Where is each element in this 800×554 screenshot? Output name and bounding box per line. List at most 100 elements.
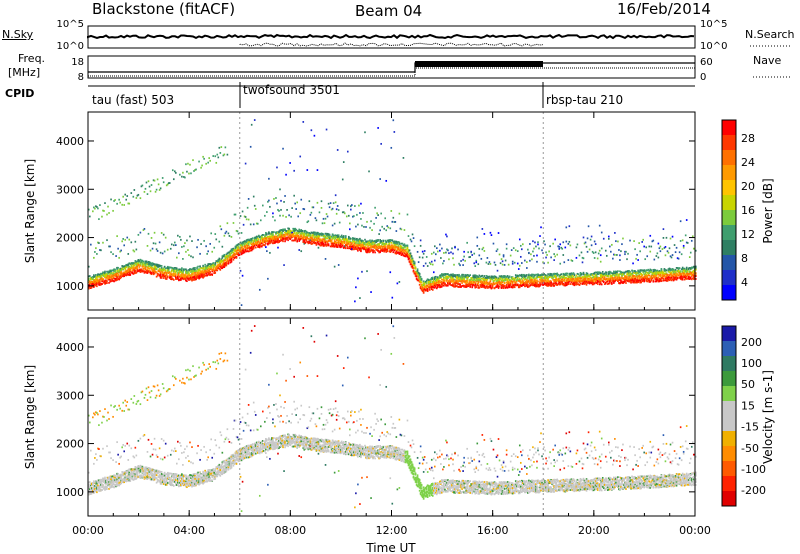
power-point bbox=[225, 146, 227, 148]
power-point bbox=[228, 263, 230, 265]
power-point bbox=[449, 279, 451, 281]
power-point bbox=[537, 243, 539, 245]
power-point bbox=[434, 260, 436, 262]
power-point bbox=[112, 253, 114, 255]
power-point bbox=[165, 237, 167, 239]
power-point bbox=[220, 263, 222, 265]
power-point bbox=[373, 223, 375, 225]
power-point bbox=[212, 267, 214, 269]
power-point bbox=[148, 233, 150, 235]
power-point bbox=[268, 200, 270, 202]
power-point bbox=[231, 236, 233, 238]
power-point bbox=[440, 257, 442, 259]
power-point bbox=[540, 226, 542, 228]
power-point bbox=[470, 251, 472, 253]
nave-dense-block bbox=[415, 61, 543, 67]
power-point bbox=[329, 206, 331, 208]
power-point bbox=[298, 249, 300, 251]
power-point bbox=[283, 264, 285, 266]
power-point bbox=[181, 176, 183, 178]
power-point bbox=[361, 271, 363, 273]
power-point bbox=[266, 211, 268, 213]
nsearch-trace bbox=[240, 43, 543, 46]
power-point bbox=[517, 250, 519, 252]
power-point bbox=[194, 267, 196, 269]
power-point bbox=[446, 236, 448, 238]
power-point bbox=[342, 179, 344, 181]
power-point bbox=[98, 242, 100, 244]
power-point bbox=[563, 261, 565, 263]
power-point bbox=[211, 274, 213, 276]
power-point bbox=[364, 131, 366, 133]
power-point bbox=[528, 252, 530, 254]
power-point bbox=[106, 282, 108, 284]
power-point bbox=[186, 171, 188, 173]
power-point bbox=[379, 178, 381, 180]
power-point bbox=[476, 245, 478, 247]
power-point bbox=[539, 235, 541, 237]
power-point bbox=[214, 272, 216, 274]
power-point bbox=[284, 240, 286, 242]
power-point bbox=[407, 214, 409, 216]
power-point bbox=[347, 151, 349, 153]
power-point bbox=[136, 249, 138, 251]
power-point bbox=[212, 155, 214, 157]
power-point bbox=[344, 241, 346, 243]
power-point bbox=[97, 279, 99, 281]
nsky-tick-top: 10^5 bbox=[57, 19, 84, 30]
power-point bbox=[385, 180, 387, 182]
power-point bbox=[520, 245, 522, 247]
nsearch-tick-top: 10^5 bbox=[700, 19, 727, 30]
power-point bbox=[107, 206, 109, 208]
power-point bbox=[117, 267, 119, 269]
power-point bbox=[89, 275, 91, 277]
power-point bbox=[471, 254, 473, 256]
power-point bbox=[474, 284, 476, 286]
power-point bbox=[182, 258, 184, 260]
power-point bbox=[350, 209, 352, 211]
power-point bbox=[339, 222, 341, 224]
power-point bbox=[370, 220, 372, 222]
power-point bbox=[550, 282, 552, 284]
power-point bbox=[360, 250, 362, 252]
power-point bbox=[215, 238, 217, 240]
power-point bbox=[363, 226, 365, 228]
power-point bbox=[266, 250, 268, 252]
power-point bbox=[156, 268, 158, 270]
power-point bbox=[482, 228, 484, 230]
power-point bbox=[530, 253, 532, 255]
power-point bbox=[197, 266, 199, 268]
power-point bbox=[446, 279, 448, 281]
power-point bbox=[514, 286, 516, 288]
power-point bbox=[120, 271, 122, 273]
power-point bbox=[108, 212, 110, 214]
power-point bbox=[202, 265, 204, 267]
power-point bbox=[546, 276, 548, 278]
power-point bbox=[300, 234, 302, 236]
power-point bbox=[302, 121, 304, 123]
power-point bbox=[106, 214, 108, 216]
power-point bbox=[430, 281, 432, 283]
power-point bbox=[205, 273, 207, 275]
power-point bbox=[484, 275, 486, 277]
power-point bbox=[201, 270, 203, 272]
power-point bbox=[321, 200, 323, 202]
power-point bbox=[407, 245, 409, 247]
power-point bbox=[412, 258, 414, 260]
power-point bbox=[175, 244, 177, 246]
power-point bbox=[474, 265, 476, 267]
power-point bbox=[124, 194, 126, 196]
power-point bbox=[569, 225, 571, 227]
power-point bbox=[473, 262, 475, 264]
power-point bbox=[467, 251, 469, 253]
power-point bbox=[288, 228, 290, 230]
power-point bbox=[215, 162, 217, 164]
nsearch-tick-bottom: 10^0 bbox=[700, 41, 727, 52]
power-point bbox=[504, 264, 506, 266]
power-point bbox=[371, 229, 373, 231]
power-point bbox=[214, 155, 216, 157]
power-point bbox=[224, 235, 226, 237]
power-point bbox=[430, 263, 432, 265]
power-point bbox=[157, 250, 159, 252]
power-point bbox=[138, 234, 140, 236]
